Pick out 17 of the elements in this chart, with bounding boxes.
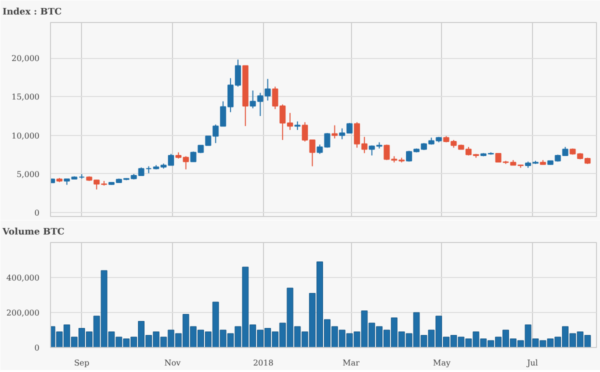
x-tick-label: Nov <box>164 358 182 368</box>
x-tick-label: 2018 <box>253 358 274 368</box>
x-tick-label: Jul <box>526 358 538 368</box>
y-tick-label: 400,000 <box>6 274 40 282</box>
y-tick-label: 5,000 <box>16 170 40 179</box>
chart-title: Volume BTC <box>2 228 64 238</box>
y-tick-label: 200,000 <box>6 308 40 318</box>
y-tick-label: 20,000 <box>12 54 40 64</box>
x-tick-label: Sep <box>74 358 90 368</box>
y-tick-label: 15,000 <box>12 92 40 102</box>
y-tick-label: 10,000 <box>12 131 40 140</box>
y-tick-label: 0 <box>34 208 40 218</box>
x-tick-label: May <box>433 358 451 368</box>
candlestick <box>332 124 338 139</box>
x-tick-label: Mar <box>342 358 360 368</box>
y-tick-label: 0 <box>34 344 40 352</box>
chart-title: Index : BTC <box>2 8 62 18</box>
